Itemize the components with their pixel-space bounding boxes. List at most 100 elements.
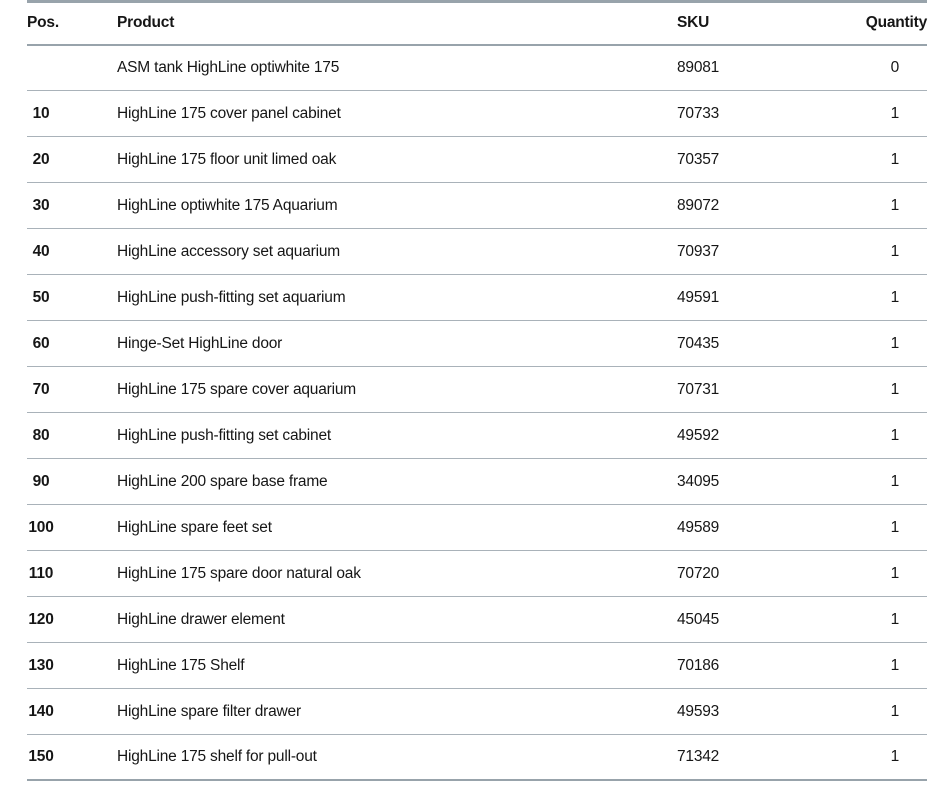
sku-value: 71342 [677, 747, 720, 765]
cell-sku: 70186 [677, 642, 862, 689]
product-name: Hinge-Set HighLine door [117, 334, 283, 352]
product-name: HighLine optiwhite 175 Aquarium [117, 196, 338, 214]
cell-product: HighLine accessory set aquarium [117, 228, 677, 275]
cell-quantity: 1 [862, 642, 927, 689]
cell-quantity: 1 [862, 734, 927, 781]
pos-value: 60 [32, 334, 50, 352]
column-header-sku: SKU [677, 1, 862, 46]
cell-sku: 49589 [677, 504, 862, 551]
quantity-value: 1 [890, 334, 900, 352]
quantity-value: 1 [890, 564, 900, 582]
cell-sku: 49593 [677, 688, 862, 735]
pos-value: 80 [32, 426, 50, 444]
pos-value: 120 [28, 610, 54, 628]
cell-quantity: 1 [862, 412, 927, 459]
cell-pos: 110 [27, 550, 117, 597]
table-row: 30 HighLine optiwhite 175 Aquarium 89072… [27, 182, 927, 229]
table-row: 20 HighLine 175 floor unit limed oak 703… [27, 136, 927, 183]
pos-value: 30 [32, 196, 50, 214]
cell-product: HighLine optiwhite 175 Aquarium [117, 182, 677, 229]
cell-pos: 50 [27, 274, 117, 321]
table-row: 50 HighLine push-fitting set aquarium 49… [27, 274, 927, 321]
product-name: HighLine 175 spare door natural oak [117, 564, 361, 582]
cell-sku: 71342 [677, 734, 862, 781]
sku-value: 49593 [677, 702, 720, 720]
product-name: HighLine 200 spare base frame [117, 472, 328, 490]
quantity-value: 1 [890, 610, 900, 628]
sku-value: 70357 [677, 150, 720, 168]
table-row: 40 HighLine accessory set aquarium 70937… [27, 228, 927, 275]
table-row: 80 HighLine push-fitting set cabinet 495… [27, 412, 927, 459]
table-row: 100 HighLine spare feet set 49589 1 [27, 504, 927, 551]
pos-value: 140 [28, 702, 54, 720]
cell-product: HighLine 175 spare door natural oak [117, 550, 677, 597]
cell-quantity: 0 [862, 44, 927, 91]
table-row: 60 Hinge-Set HighLine door 70435 1 [27, 320, 927, 367]
pos-value: 130 [28, 656, 54, 674]
product-name: HighLine spare filter drawer [117, 702, 301, 720]
product-name: HighLine 175 floor unit limed oak [117, 150, 337, 168]
table-header-row: Pos. Product SKU Quantity [27, 1, 927, 46]
column-header-pos: Pos. [27, 1, 117, 46]
sku-value: 45045 [677, 610, 720, 628]
pos-value: 150 [28, 747, 54, 765]
order-items-page: Pos. Product SKU Quantity ASM tank HighL… [27, 0, 927, 781]
cell-product: HighLine push-fitting set aquarium [117, 274, 677, 321]
table-row: 90 HighLine 200 spare base frame 34095 1 [27, 458, 927, 505]
sku-value: 70937 [677, 242, 720, 260]
column-header-quantity: Quantity [862, 1, 927, 46]
table-row: 130 HighLine 175 Shelf 70186 1 [27, 642, 927, 689]
order-items-table: Pos. Product SKU Quantity ASM tank HighL… [27, 0, 927, 781]
pos-value: 20 [32, 150, 50, 168]
quantity-value: 1 [890, 242, 900, 260]
cell-product: HighLine 175 spare cover aquarium [117, 366, 677, 413]
cell-pos: 40 [27, 228, 117, 275]
sku-value: 49592 [677, 426, 720, 444]
sku-value: 70720 [677, 564, 720, 582]
cell-quantity: 1 [862, 320, 927, 367]
sku-value: 49589 [677, 518, 720, 536]
cell-sku: 70720 [677, 550, 862, 597]
cell-quantity: 1 [862, 688, 927, 735]
cell-sku: 89081 [677, 44, 862, 91]
cell-quantity: 1 [862, 274, 927, 321]
cell-quantity: 1 [862, 550, 927, 597]
product-name: HighLine 175 spare cover aquarium [117, 380, 356, 398]
quantity-value: 1 [890, 747, 900, 765]
cell-pos: 100 [27, 504, 117, 551]
table-row: 110 HighLine 175 spare door natural oak … [27, 550, 927, 597]
cell-product: HighLine drawer element [117, 596, 677, 643]
cell-sku: 70357 [677, 136, 862, 183]
table-row: 70 HighLine 175 spare cover aquarium 707… [27, 366, 927, 413]
pos-value: 40 [32, 242, 50, 260]
table-body: ASM tank HighLine optiwhite 175 89081 0 … [27, 44, 927, 781]
sku-value: 34095 [677, 472, 720, 490]
cell-sku: 70733 [677, 90, 862, 137]
quantity-value: 1 [890, 196, 900, 214]
cell-quantity: 1 [862, 136, 927, 183]
cell-product: HighLine 175 shelf for pull-out [117, 734, 677, 781]
product-name: HighLine push-fitting set cabinet [117, 426, 331, 444]
pos-value: 10 [32, 104, 50, 122]
table-row: ASM tank HighLine optiwhite 175 89081 0 [27, 44, 927, 91]
table-row: 150 HighLine 175 shelf for pull-out 7134… [27, 734, 927, 781]
cell-product: HighLine spare filter drawer [117, 688, 677, 735]
sku-value: 70186 [677, 656, 720, 674]
sku-value: 89081 [677, 58, 720, 76]
cell-pos: 80 [27, 412, 117, 459]
cell-quantity: 1 [862, 458, 927, 505]
cell-pos: 90 [27, 458, 117, 505]
quantity-value: 1 [890, 104, 900, 122]
quantity-value: 1 [890, 150, 900, 168]
cell-product: HighLine 175 Shelf [117, 642, 677, 689]
quantity-value: 1 [890, 426, 900, 444]
cell-sku: 49592 [677, 412, 862, 459]
sku-value: 89072 [677, 196, 720, 214]
cell-product: HighLine 200 spare base frame [117, 458, 677, 505]
cell-pos: 120 [27, 596, 117, 643]
table-row: 120 HighLine drawer element 45045 1 [27, 596, 927, 643]
table-row: 140 HighLine spare filter drawer 49593 1 [27, 688, 927, 735]
cell-pos [27, 44, 117, 91]
cell-product: HighLine 175 floor unit limed oak [117, 136, 677, 183]
sku-value: 70731 [677, 380, 720, 398]
